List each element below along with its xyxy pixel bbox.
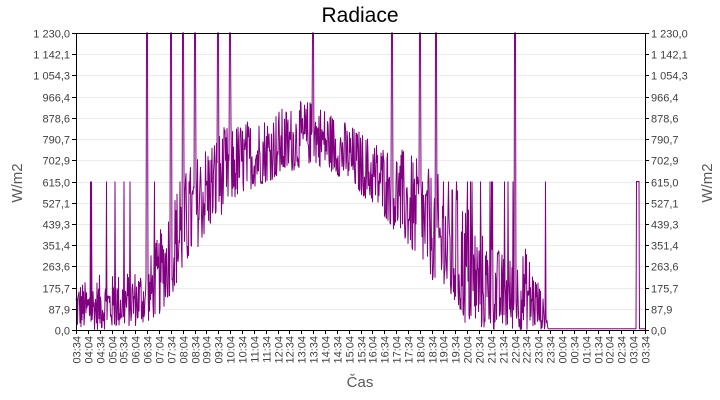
x-tick-label: 16:34	[380, 336, 392, 364]
radiation-line	[75, 32, 645, 331]
y-tick-label-right: 615,0	[651, 178, 679, 190]
x-tick-label: 22:34	[522, 336, 534, 364]
y-tick-label-right: 527,1	[651, 199, 679, 211]
x-tick-label: 18:04	[416, 336, 428, 364]
x-tick-label: 17:34	[404, 336, 416, 364]
y-tick-label-left: 1 054,3	[33, 71, 70, 83]
x-tick-label: 03:04	[629, 336, 641, 364]
y-axis-left: 0,0 87,9 175,7 263,6 351,4 439,3 527,1 615,0 702…	[33, 29, 76, 338]
y-tick-label-left: 966,4	[42, 93, 70, 105]
y-tick-label-left: 0,0	[55, 326, 70, 338]
x-tick-label: 11:34	[262, 336, 274, 363]
x-tick-label: 17:04	[392, 336, 404, 364]
y-tick-label-left: 263,6	[42, 262, 70, 274]
y-tick-label-left: 878,6	[42, 114, 70, 126]
x-tick-label: 15:04	[345, 336, 357, 364]
y-tick-label-left: 87,9	[49, 305, 70, 317]
y-axis-title-left: W/m2	[9, 163, 26, 202]
y-tick-label-right: 966,4	[651, 93, 679, 105]
x-tick-label: 14:04	[321, 336, 333, 364]
x-tick-label: 20:34	[475, 336, 487, 364]
y-tick-label-right: 175,7	[651, 284, 679, 296]
y-tick-label-right: 1 142,1	[651, 50, 688, 62]
x-tick-label: 12:04	[274, 336, 286, 364]
y-tick-label-left: 1 230,0	[33, 29, 70, 41]
x-axis: 03:34 04:04 04:34 05:04 05:34 06:04 06:34 07:04…	[72, 330, 653, 364]
x-tick-label: 21:04	[487, 336, 499, 364]
x-tick-label: 06:34	[143, 336, 155, 364]
data-series-radiace	[75, 32, 645, 331]
x-tick-label: 01:04	[582, 336, 594, 364]
x-tick-label: 19:04	[439, 336, 451, 364]
x-tick-label: 02:34	[617, 336, 629, 364]
y-tick-label-right: 702,9	[651, 156, 679, 168]
x-tick-label: 09:34	[214, 336, 226, 364]
x-tick-label: 15:34	[357, 336, 369, 364]
x-tick-label: 11:04	[250, 336, 262, 363]
x-tick-label: 01:34	[594, 336, 606, 364]
x-tick-label: 05:34	[119, 336, 131, 364]
x-tick-label: 05:04	[108, 336, 120, 364]
x-tick-label: 20:04	[463, 336, 475, 364]
x-tick-label: 07:04	[155, 336, 167, 364]
x-tick-label: 10:04	[226, 336, 238, 364]
x-tick-label: 06:04	[131, 336, 143, 364]
y-tick-label-right: 1 054,3	[651, 71, 688, 83]
y-tick-label-right: 1 230,0	[651, 29, 688, 41]
x-tick-label: 09:04	[202, 336, 214, 364]
x-tick-label: 13:04	[297, 336, 309, 364]
y-tick-label-left: 615,0	[42, 178, 70, 190]
x-tick-label: 23:04	[534, 336, 546, 364]
x-tick-label: 13:34	[309, 336, 321, 364]
x-tick-label: 12:34	[285, 336, 297, 364]
x-tick-label: 07:34	[167, 336, 179, 364]
x-tick-label: 22:04	[511, 336, 523, 364]
x-tick-label: 04:34	[96, 336, 108, 364]
x-tick-label: 08:04	[179, 336, 191, 364]
x-tick-label: 03:34	[72, 336, 84, 364]
y-tick-label-right: 0,0	[651, 326, 666, 338]
y-tick-label-left: 439,3	[42, 220, 70, 232]
y-tick-label-right: 87,9	[651, 305, 672, 317]
x-tick-label: 10:34	[238, 336, 250, 364]
y-tick-label-right: 263,6	[651, 262, 679, 274]
x-tick-label: 02:04	[605, 336, 617, 364]
x-tick-label: 18:34	[428, 336, 440, 364]
y-tick-label-right: 351,4	[651, 241, 679, 253]
x-tick-label: 08:34	[191, 336, 203, 364]
y-axis-right: 0,0 87,9 175,7 263,6 351,4 439,3 527,1 615,0 702…	[645, 29, 688, 338]
chart-title: Radiace	[321, 4, 399, 27]
x-tick-label: 03:34	[641, 336, 653, 364]
x-tick-label: 00:04	[558, 336, 570, 364]
y-tick-label-left: 702,9	[42, 156, 70, 168]
x-tick-label: 14:34	[333, 336, 345, 364]
x-tick-label: 23:34	[546, 336, 558, 364]
y-tick-label-left: 175,7	[42, 284, 70, 296]
y-axis-title-right: W/m2	[699, 163, 716, 202]
x-tick-label: 00:34	[570, 336, 582, 364]
y-tick-label-right: 439,3	[651, 220, 679, 232]
y-tick-label-left: 790,7	[42, 135, 70, 147]
y-tick-label-left: 527,1	[42, 199, 70, 211]
y-tick-label-left: 351,4	[42, 241, 70, 253]
x-axis-title: Čas	[346, 374, 374, 391]
x-tick-label: 04:04	[84, 336, 96, 364]
x-tick-label: 16:04	[368, 336, 380, 364]
y-tick-label-right: 790,7	[651, 135, 679, 147]
x-tick-label: 21:34	[499, 336, 511, 364]
y-tick-label-right: 878,6	[651, 114, 679, 126]
x-tick-label: 19:34	[451, 336, 463, 364]
y-tick-label-left: 1 142,1	[33, 50, 70, 62]
